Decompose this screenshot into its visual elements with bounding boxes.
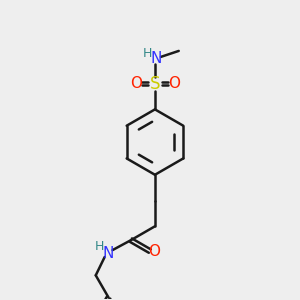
- Text: N: N: [103, 245, 114, 260]
- Text: O: O: [148, 244, 160, 259]
- Text: O: O: [168, 76, 180, 91]
- Text: H: H: [95, 240, 104, 253]
- Text: S: S: [150, 75, 160, 93]
- Text: N: N: [150, 51, 162, 66]
- Text: O: O: [130, 76, 142, 91]
- Text: H: H: [142, 47, 152, 60]
